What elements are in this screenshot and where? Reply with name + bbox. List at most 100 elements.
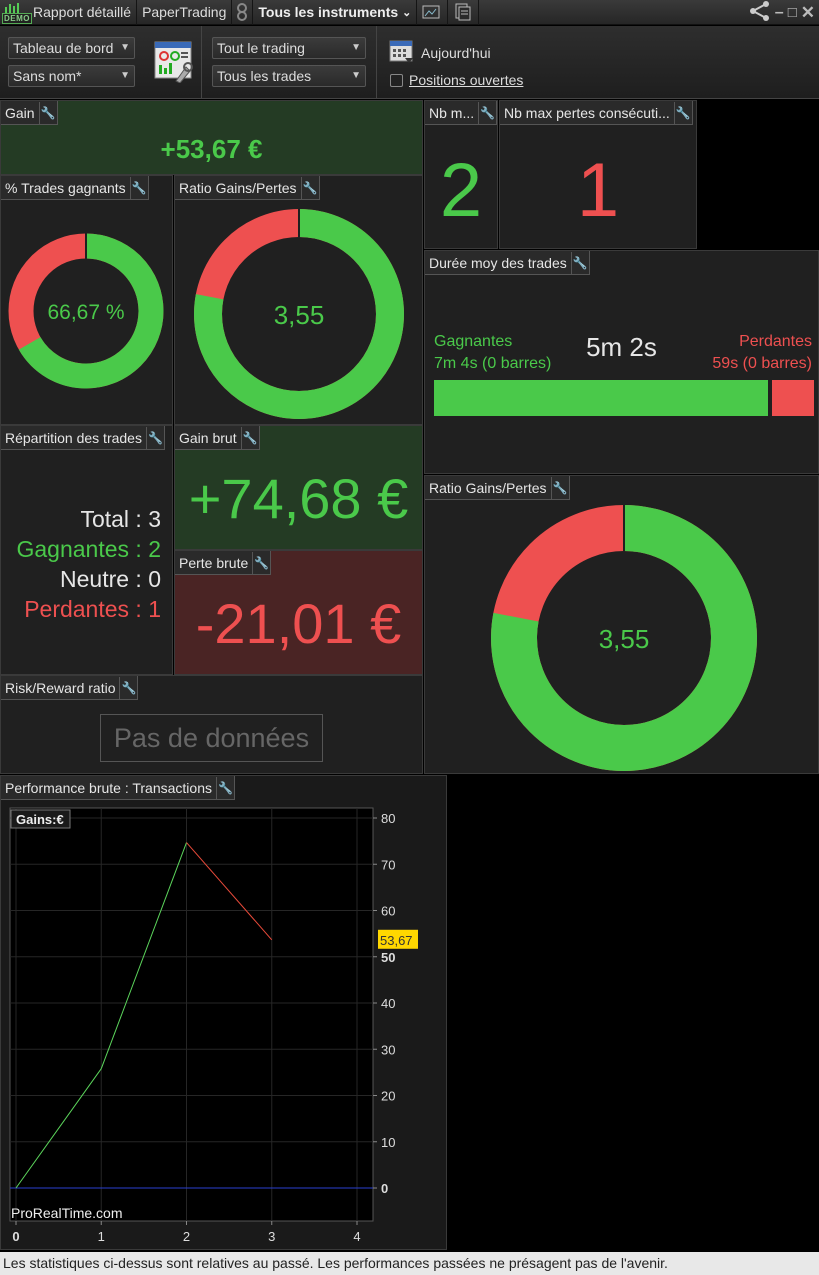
instruments-label: Tous les instruments xyxy=(258,4,399,20)
average-duration-title: Durée moy des trades xyxy=(429,254,567,271)
wrench-icon[interactable]: 🔧 xyxy=(550,476,569,499)
profit-loss-ratio-title: Ratio Gains/Pertes xyxy=(179,179,297,196)
demo-logo: DEMO xyxy=(0,0,32,25)
tab-detailed-report[interactable]: Rapport détaillé xyxy=(28,0,138,25)
max-consecutive-wins-value: 2 xyxy=(439,148,483,233)
layout-select-value: Sans nom* xyxy=(13,68,82,84)
panel-title: Répartition des trades 🔧 xyxy=(1,426,165,450)
winning-trades: Gagnantes : 2 xyxy=(16,536,162,562)
close-icon[interactable]: ✕ xyxy=(800,2,815,22)
panel-title: Nb max pertes consécuti... 🔧 xyxy=(500,101,693,125)
profit-loss-ratio-value: 3,55 xyxy=(274,300,325,330)
instruments-dropdown[interactable]: Tous les instruments ⌄ xyxy=(253,0,418,25)
y-tick-label: 40 xyxy=(381,996,395,1011)
plot-area xyxy=(9,807,374,1222)
average-duration-panel: Durée moy des trades 🔧 5m 2s Gagnantes 7m… xyxy=(424,250,819,474)
panel-title: Gain 🔧 xyxy=(1,101,58,125)
panel-title: Perte brute 🔧 xyxy=(175,551,272,575)
wrench-icon[interactable]: 🔧 xyxy=(119,676,137,699)
y-tick-label: 60 xyxy=(381,904,395,919)
risk-reward-title: Risk/Reward ratio xyxy=(5,679,116,696)
legend-box xyxy=(10,809,71,829)
link-icon[interactable] xyxy=(232,0,254,25)
chevron-down-icon: ▼ xyxy=(120,70,130,81)
trades-select[interactable]: Tous les trades ▼ xyxy=(212,65,366,87)
image-export-icon[interactable] xyxy=(417,0,449,25)
y-tick-label: 20 xyxy=(381,1089,395,1104)
average-duration-value: 5m 2s xyxy=(586,332,657,362)
date-picker[interactable]: Aujourd'hui xyxy=(389,38,491,67)
chevron-down-icon: ▼ xyxy=(120,42,130,53)
gain-title: Gain xyxy=(5,104,35,121)
view-select-value: Tableau de bord xyxy=(13,40,114,56)
series-segment xyxy=(100,842,187,1069)
duration-bar-wins xyxy=(434,380,769,416)
trades-select-value: Tous les trades xyxy=(217,68,312,84)
gross-loss-value: -21,01 € xyxy=(195,592,402,655)
panel-title: Ratio Gains/Pertes 🔧 xyxy=(425,476,570,500)
wrench-icon[interactable]: 🔧 xyxy=(129,176,148,199)
max-consecutive-wins-title: Nb m... xyxy=(429,104,475,121)
x-tick-label: 4 xyxy=(353,1229,360,1244)
y-tick-label: 0 xyxy=(381,1181,388,1196)
panel-title: Nb m... 🔧 xyxy=(425,101,497,125)
y-tick-label: 80 xyxy=(381,811,395,826)
legend-label: Gains:€ xyxy=(16,812,64,827)
win-rate-value: 66,67 % xyxy=(47,301,124,324)
winning-duration-value: 7m 4s (0 barres) xyxy=(434,355,552,372)
wrench-icon[interactable]: 🔧 xyxy=(570,251,589,274)
x-tick-label: 0 xyxy=(12,1229,19,1244)
last-value-flag xyxy=(378,929,418,949)
open-positions-option[interactable]: Positions ouvertes xyxy=(390,72,523,88)
gain-panel: Gain 🔧 +53,67 € xyxy=(0,100,423,175)
win-rate-title: % Trades gagnants xyxy=(5,179,126,196)
calendar-icon xyxy=(389,38,415,67)
performance-title: Performance brute : Transactions xyxy=(5,779,212,796)
total-trades: Total : 3 xyxy=(80,506,161,532)
gain-value: +53,67 € xyxy=(160,134,263,164)
wrench-icon[interactable]: 🔧 xyxy=(145,426,164,449)
dashboard-settings-icon[interactable] xyxy=(154,41,194,86)
panel-title: Risk/Reward ratio 🔧 xyxy=(1,676,139,700)
trading-select[interactable]: Tout le trading ▼ xyxy=(212,37,366,59)
panel-title: Gain brut 🔧 xyxy=(175,426,260,450)
losing-trades: Perdantes : 1 xyxy=(24,596,161,622)
max-consecutive-losses-title: Nb max pertes consécuti... xyxy=(504,104,670,121)
chevron-down-icon: ▼ xyxy=(351,70,361,81)
profit-loss-ratio-large-title: Ratio Gains/Pertes xyxy=(429,479,547,496)
chevron-down-icon: ▼ xyxy=(351,42,361,53)
performance-panel: Performance brute : Transactions 🔧 0 10 20 3… xyxy=(0,775,447,1250)
wrench-icon[interactable]: 🔧 xyxy=(252,551,270,574)
view-select[interactable]: Tableau de bord ▼ xyxy=(8,37,135,59)
maximize-icon[interactable]: □ xyxy=(787,4,797,21)
wrench-icon[interactable]: 🔧 xyxy=(478,101,496,124)
trade-distribution-title: Répartition des trades xyxy=(5,429,142,446)
wrench-icon[interactable]: 🔧 xyxy=(300,176,319,199)
profit-loss-ratio-donut: 3,55 xyxy=(194,209,404,419)
wrench-icon[interactable]: 🔧 xyxy=(38,101,57,124)
y-tick-label: 30 xyxy=(381,1042,395,1057)
performance-chart[interactable]: 0 10 20 30 40 50 60 70 80 0 1 2 3 4 Gains:€ ProRealT… xyxy=(1,776,446,1249)
win-rate-panel: % Trades gagnants 🔧 66,67 % xyxy=(0,175,173,425)
profit-loss-ratio-large-donut: 3,55 xyxy=(491,505,757,771)
duration-bar xyxy=(434,380,814,416)
minimize-icon[interactable]: – xyxy=(774,3,784,21)
x-tick-label: 2 xyxy=(183,1229,190,1244)
wrench-icon[interactable]: 🔧 xyxy=(240,426,259,449)
demo-badge: DEMO xyxy=(2,12,32,24)
document-export-icon[interactable] xyxy=(448,0,480,25)
max-consecutive-wins-panel: Nb m... 🔧 2 xyxy=(424,100,498,249)
last-value-label: 53,67 xyxy=(380,933,413,948)
max-consecutive-losses-panel: Nb max pertes consécuti... 🔧 1 xyxy=(499,100,697,249)
losing-duration-label: Perdantes xyxy=(739,333,812,350)
open-positions-checkbox[interactable] xyxy=(390,73,403,87)
wrench-icon[interactable]: 🔧 xyxy=(216,776,234,799)
disclaimer: Les statistiques ci-dessus sont relative… xyxy=(0,1252,819,1275)
x-tick-label: 1 xyxy=(98,1229,105,1244)
tab-paper-trading[interactable]: PaperTrading xyxy=(137,0,233,25)
layout-select[interactable]: Sans nom* ▼ xyxy=(8,65,135,87)
wrench-icon[interactable]: 🔧 xyxy=(673,101,692,124)
gross-gain-value: +74,68 € xyxy=(188,467,409,530)
share-icon[interactable] xyxy=(749,1,771,24)
neutral-trades: Neutre : 0 xyxy=(60,566,161,592)
